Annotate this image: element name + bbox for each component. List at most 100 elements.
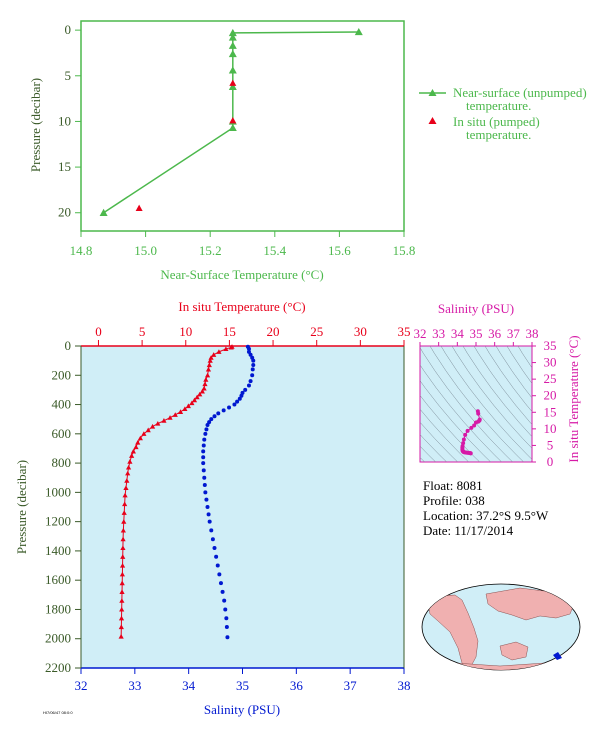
salinity-point — [235, 399, 240, 404]
near-surface-unpumped-point — [228, 41, 237, 49]
temperature-point — [167, 415, 173, 420]
ts-point — [468, 451, 473, 456]
ts-density-contours — [420, 346, 532, 462]
salinity-point — [205, 423, 210, 428]
temperature-x-tick-label: 35 — [398, 324, 411, 339]
profile-y-tick-label: 800 — [52, 455, 72, 470]
legend-unpumped-label-line2: temperature. — [466, 98, 531, 113]
ts-point — [474, 420, 478, 425]
temperature-point — [125, 470, 131, 476]
legend: Near-surface (unpumped) temperature. In … — [419, 85, 587, 142]
salinity-point — [251, 358, 256, 363]
salinity-point — [215, 563, 220, 568]
near-surface-series — [99, 27, 363, 216]
temperature-point — [155, 420, 161, 426]
temperature-point — [172, 412, 178, 417]
temperature-point — [177, 409, 184, 414]
salinity-point — [210, 537, 215, 542]
near-surface-unpumped-point — [228, 49, 237, 58]
ts-density-contour — [420, 445, 436, 462]
in-situ-pumped-point — [229, 79, 237, 86]
ts-density-contour — [440, 346, 532, 460]
temperature-point — [119, 562, 126, 568]
ts-y-tick-label: 5 — [547, 437, 554, 452]
temperature-point — [191, 397, 198, 403]
temperature-point — [120, 527, 126, 533]
in-situ-pumped-point — [135, 204, 143, 211]
profile-y-axis-label: Pressure (decibar) — [14, 460, 29, 554]
temperature-point — [123, 485, 129, 491]
salinity-point — [202, 475, 207, 480]
near-surface-y-tick-label: 0 — [65, 22, 72, 37]
profile-y-ticks: 0 200 400 600 800 1000 1200 1400 1600 1800 2000 220… — [45, 338, 81, 675]
temperature-point — [197, 391, 203, 397]
ts-density-contour — [462, 346, 532, 438]
salinity-point — [204, 497, 209, 502]
profile-y-tick-label: 1600 — [45, 572, 71, 587]
ts-density-contour — [506, 346, 532, 384]
temperature-point — [206, 362, 212, 368]
near-surface-x-ticks: 14.8 15.0 15.2 15.4 15.6 15.8 — [70, 231, 416, 258]
legend-unpumped-marker — [428, 89, 437, 96]
legend-unpumped-label-line1: Near-surface (unpumped) — [453, 85, 587, 100]
salinity-point — [203, 490, 208, 495]
temperature-point — [130, 448, 136, 454]
temperature-x-tick-label: 30 — [354, 324, 367, 339]
salinity-point — [250, 373, 255, 378]
temperature-point — [207, 358, 213, 363]
ts-temperature-label: In situ Temperature (°C) — [566, 335, 581, 462]
temperature-point — [118, 615, 125, 621]
profile-y-tick-label: 200 — [52, 367, 72, 382]
ts-y-tick-label: 0 — [547, 454, 554, 469]
salinity-point — [201, 455, 206, 460]
profile-y-tick-label: 2000 — [45, 631, 71, 646]
salinity-point — [223, 607, 228, 612]
salinity-point — [201, 461, 206, 466]
salinity-x-tick-label: 32 — [75, 678, 88, 693]
salinity-point — [212, 414, 217, 419]
temperature-point — [141, 431, 147, 436]
near-surface-x-tick-label: 15.8 — [393, 243, 416, 258]
ts-salinity-label: Salinity (PSU) — [438, 301, 514, 316]
temperature-point — [119, 580, 125, 586]
ts-point — [465, 428, 470, 433]
salinity-x-tick-label: 33 — [128, 678, 141, 693]
ts-x-ticks: 32 33 34 35 36 37 38 — [414, 326, 539, 346]
float-id: Float: 8081 — [423, 478, 483, 493]
temperature-point — [129, 453, 135, 458]
profile-y-tick-label: 1400 — [45, 543, 71, 558]
temperature-point — [203, 377, 209, 382]
temperature-x-tick-label: 15 — [223, 324, 236, 339]
ts-density-contour — [420, 395, 480, 462]
ts-density-contour — [495, 346, 532, 399]
legend-pumped-label-line1: In situ (pumped) — [453, 114, 540, 129]
salinity-point — [232, 402, 237, 407]
ts-x-tick-label: 34 — [451, 326, 465, 341]
near-surface-x-tick-label: 15.2 — [199, 243, 222, 258]
salinity-point — [205, 505, 210, 509]
ts-point — [461, 437, 466, 442]
near-surface-y-axis-label: Pressure (decibar) — [28, 78, 43, 172]
near-surface-x-tick-label: 15.6 — [328, 243, 351, 258]
ts-density-contour — [517, 346, 532, 369]
temperature-point — [122, 492, 128, 498]
profile-date: Date: 11/17/2014 — [423, 523, 514, 538]
ts-x-tick-label: 35 — [470, 326, 483, 341]
temperature-point — [228, 344, 234, 350]
temperature-point — [182, 406, 188, 412]
near-surface-y-ticks: 0 5 10 15 20 — [58, 22, 81, 220]
temperature-point — [204, 372, 211, 378]
temperature-point — [161, 418, 167, 423]
salinity-point — [222, 598, 227, 603]
ts-density-contour — [473, 346, 532, 425]
salinity-point — [217, 572, 222, 577]
near-surface-unpumped-point — [228, 82, 237, 90]
temperature-point — [119, 571, 125, 577]
ts-y-tick-label: 30 — [544, 355, 557, 370]
salinity-point — [237, 396, 242, 401]
float-location: Location: 37.2°S 9.5°W — [423, 508, 549, 523]
ts-point — [472, 423, 477, 428]
map-land-australia — [499, 641, 529, 661]
float-location-marker — [553, 652, 562, 660]
